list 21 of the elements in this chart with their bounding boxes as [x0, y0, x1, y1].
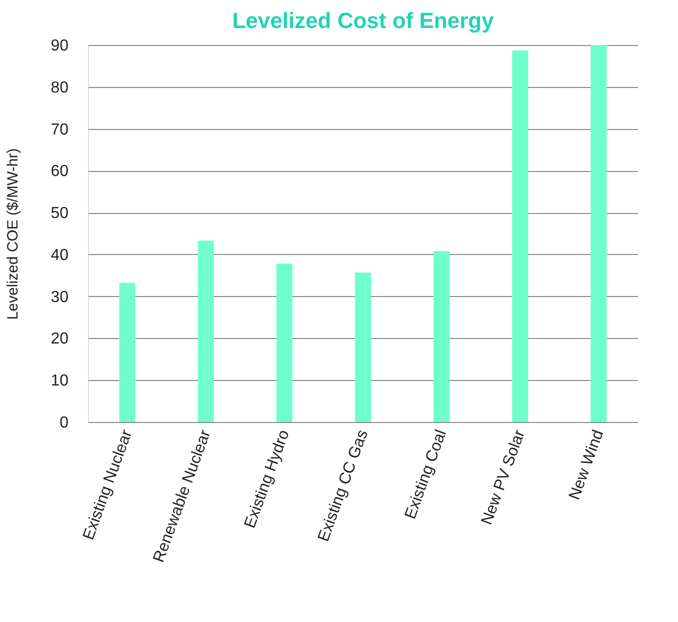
- y-axis-title: Levelized COE ($/MW-hr): [4, 148, 22, 320]
- bar: [434, 251, 450, 422]
- y-tick-label: 90: [50, 38, 69, 54]
- y-tick-label: 30: [50, 288, 69, 306]
- chart-title: Levelized Cost of Energy: [232, 8, 495, 33]
- bar: [276, 264, 292, 422]
- bar: [119, 282, 136, 422]
- y-tick-label: 40: [50, 246, 69, 264]
- x-tick-label: New PV Solar: [478, 427, 529, 528]
- y-tick-label: 60: [50, 163, 69, 180]
- y-tick-label: 80: [50, 79, 69, 96]
- bar: [198, 240, 214, 422]
- bar: [355, 272, 371, 422]
- y-tick-label: 50: [50, 205, 69, 222]
- y-tick-label: 20: [50, 330, 69, 348]
- bar: [590, 45, 607, 422]
- y-tick-label: 10: [50, 372, 69, 390]
- bar: [512, 50, 528, 422]
- y-tick-label: 70: [50, 121, 69, 138]
- y-tick-label: 0: [60, 414, 69, 432]
- x-tick-label: New Wind: [566, 428, 608, 502]
